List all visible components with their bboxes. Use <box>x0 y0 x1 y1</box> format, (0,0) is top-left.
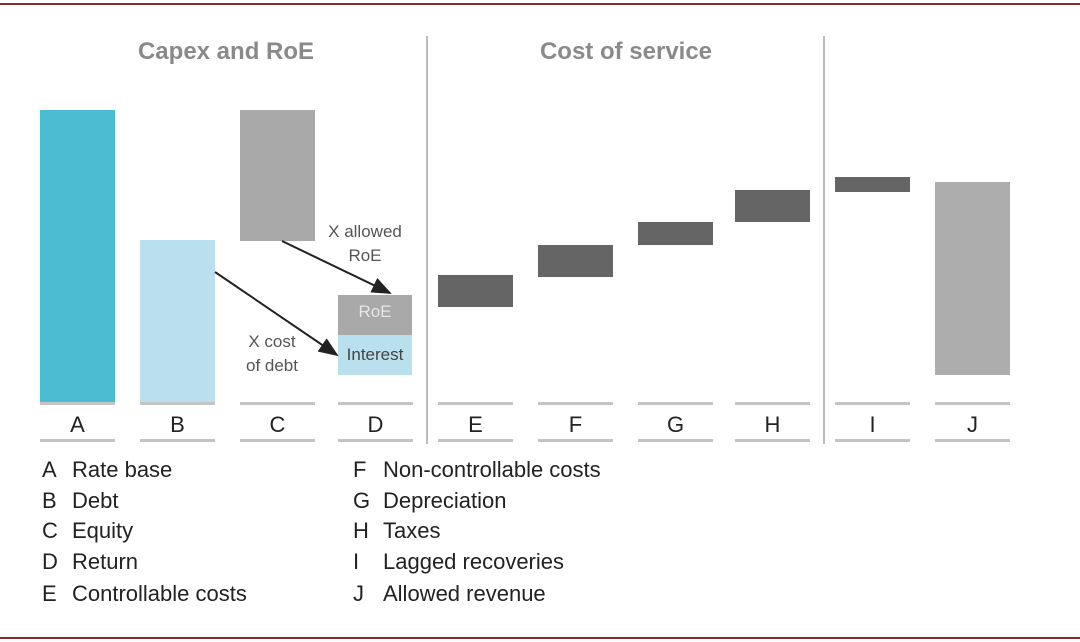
legend-key: E <box>42 581 57 606</box>
category-cap-c: C <box>240 402 315 442</box>
bar-h-taxes <box>735 190 810 222</box>
legend-label: Equity <box>72 518 134 543</box>
annotation-allowed-roe-line2: RoE <box>348 246 382 265</box>
legend-item-g: G Depreciation <box>353 488 507 514</box>
bar-d-interest-segment <box>338 335 412 375</box>
legend-key: F <box>353 457 367 482</box>
category-label-j: J <box>967 412 978 437</box>
legend-item-a: A Rate base <box>42 457 172 483</box>
annotation-allowed-roe-line1: X allowed <box>328 222 402 241</box>
category-label-d: D <box>367 412 384 437</box>
bar-a-rate-base <box>40 110 115 403</box>
bar-j-allowed-revenue <box>935 182 1010 375</box>
bar-e-controllable-costs <box>438 275 513 307</box>
category-label-a: A <box>70 412 85 437</box>
category-cap-e: E <box>438 402 513 442</box>
legend-label: Rate base <box>72 457 173 482</box>
bar-i-lagged-recoveries <box>835 177 910 192</box>
category-label-f: F <box>568 412 583 437</box>
legend-item-h: H Taxes <box>353 518 440 544</box>
legend-label: Depreciation <box>383 488 507 513</box>
legend-label: Non-controllable costs <box>383 457 601 482</box>
arrow-debt-to-interest <box>214 271 339 357</box>
annotation-cost-of-debt: X cost of debt <box>230 330 314 378</box>
bar-f-non-controllable-costs <box>538 245 613 277</box>
legend-item-i: I Lagged recoveries <box>353 549 564 575</box>
annotation-allowed-roe: X allowed RoE <box>313 220 417 268</box>
section-divider-1 <box>426 36 428 444</box>
legend-label: Debt <box>72 488 119 513</box>
legend-key: A <box>42 457 57 482</box>
legend-item-c: C Equity <box>42 518 133 544</box>
arrow-equity-to-roe <box>281 240 392 294</box>
legend-item-b: B Debt <box>42 488 118 514</box>
bar-d-roe-segment <box>338 295 412 335</box>
category-cap-j: J <box>935 402 1010 442</box>
section-divider-2 <box>823 36 825 444</box>
legend-key: J <box>353 581 364 606</box>
legend-label: Allowed revenue <box>383 581 546 606</box>
legend-label: Controllable costs <box>72 581 247 606</box>
bar-b-debt <box>140 240 215 403</box>
legend-label: Taxes <box>383 518 441 543</box>
category-label-b: B <box>170 412 185 437</box>
category-label-g: G <box>666 412 685 437</box>
section-title-capex: Capex and RoE <box>137 38 315 65</box>
legend-key: D <box>42 549 58 574</box>
roe-segment-label: RoE <box>358 302 392 321</box>
category-label-i: I <box>869 412 876 437</box>
bar-c-equity <box>240 110 315 241</box>
legend-key: C <box>42 518 58 543</box>
legend-label: Lagged recoveries <box>383 549 565 574</box>
category-label-c: C <box>269 412 286 437</box>
legend-label: Return <box>72 549 139 574</box>
category-label-e: E <box>468 412 483 437</box>
legend-key: G <box>353 488 371 513</box>
annotation-cost-of-debt-line2: of debt <box>246 356 298 375</box>
top-border <box>0 3 1080 5</box>
category-cap-d: D <box>338 402 413 442</box>
category-cap-f: F <box>538 402 613 442</box>
legend-key: I <box>353 549 360 574</box>
legend-item-e: E Controllable costs <box>42 581 247 607</box>
category-cap-g: G <box>638 402 713 442</box>
legend-item-f: F Non-controllable costs <box>353 457 601 483</box>
category-cap-h: H <box>735 402 810 442</box>
category-cap-i: I <box>835 402 910 442</box>
legend-item-j: J Allowed revenue <box>353 581 546 607</box>
legend-key: H <box>353 518 369 543</box>
bottom-border <box>0 637 1080 639</box>
annotation-cost-of-debt-line1: X cost <box>248 332 296 351</box>
bar-g-depreciation <box>638 222 713 245</box>
interest-segment-label: Interest <box>346 345 404 364</box>
section-title-cost: Cost of service <box>539 38 713 65</box>
category-label-h: H <box>764 412 781 437</box>
legend-item-d: D Return <box>42 549 138 575</box>
legend-key: B <box>42 488 57 513</box>
category-cap-a: A <box>40 402 115 442</box>
category-cap-b: B <box>140 402 215 442</box>
